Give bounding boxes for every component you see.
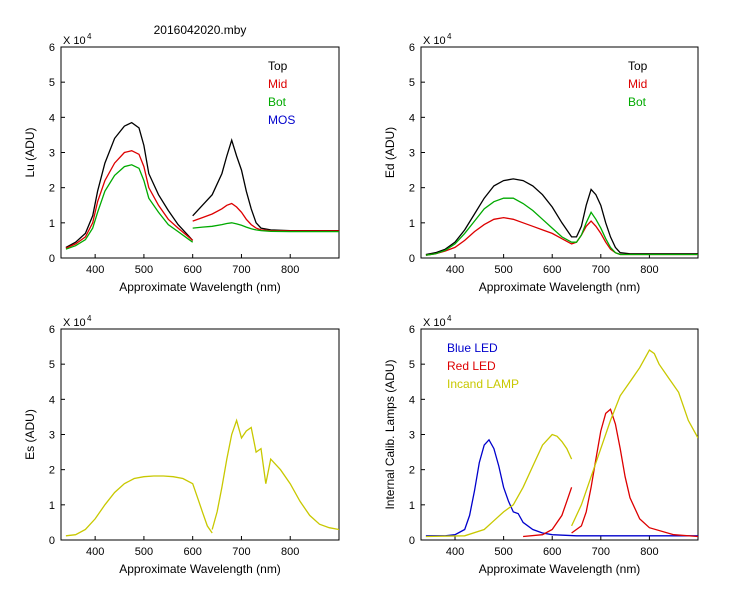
y-tick-label: 0 (409, 535, 415, 547)
y-tick-label: 2 (409, 465, 415, 477)
series-line-mid (192, 202, 339, 232)
y-tick-label: 1 (49, 218, 55, 230)
series-line-red-led (571, 408, 698, 538)
plot-frame (60, 46, 340, 259)
legend-entry-mid: Mid (268, 77, 287, 91)
y-multiplier: X 10 (423, 35, 446, 47)
y-axis-label: Es (ADU) (23, 409, 37, 460)
y-multiplier: X 10 (423, 317, 446, 329)
series-line-bot (192, 222, 339, 233)
x-tick-label: 500 (494, 546, 512, 558)
x-tick-label: 700 (232, 546, 250, 558)
y-tick-label: 2 (49, 465, 55, 477)
x-tick-label: 400 (86, 546, 104, 558)
series-line-incand-lamp (425, 433, 573, 538)
y-tick-label: 3 (409, 430, 415, 442)
series-line-top (65, 121, 194, 248)
y-tick-label: 6 (49, 42, 55, 54)
x-tick-label: 800 (281, 546, 299, 558)
legend-entry-top: Top (268, 59, 288, 73)
series-line-mid (65, 150, 194, 249)
series-line-incand-lamp (571, 349, 698, 527)
x-tick-label: 600 (543, 546, 561, 558)
x-tick-label: 600 (543, 264, 561, 276)
x-tick-label: 600 (184, 264, 202, 276)
y-tick-label: 3 (409, 148, 415, 160)
y-tick-label: 1 (409, 218, 415, 230)
x-tick-label: 700 (232, 264, 250, 276)
y-tick-label: 0 (409, 253, 415, 265)
legend-entry-bot: Bot (268, 95, 287, 109)
y-axis-label: Lu (ADU) (23, 127, 37, 177)
x-tick-label: 400 (446, 264, 464, 276)
x-tick-label: 800 (640, 546, 658, 558)
series-line-es (211, 418, 339, 531)
y-multiplier-exponent: 4 (447, 314, 452, 323)
y-tick-label: 6 (409, 42, 415, 54)
plot-frame (420, 46, 699, 259)
y-multiplier-exponent: 4 (87, 32, 92, 41)
y-multiplier-exponent: 4 (87, 314, 92, 323)
y-tick-label: 2 (409, 183, 415, 195)
y-tick-label: 4 (409, 394, 415, 406)
legend-entry-red-led: Red LED (447, 359, 496, 373)
x-tick-label: 600 (184, 546, 202, 558)
x-axis-label: Approximate Wavelength (nm) (119, 562, 281, 576)
x-tick-label: 700 (592, 264, 610, 276)
y-tick-label: 1 (409, 500, 415, 512)
y-multiplier: X 10 (63, 35, 86, 47)
y-tick-label: 6 (409, 324, 415, 336)
x-tick-label: 500 (135, 546, 153, 558)
y-tick-label: 0 (49, 535, 55, 547)
series-line-es (65, 475, 213, 537)
y-tick-label: 5 (409, 359, 415, 371)
y-axis-label: Internal Calib. Lamps (ADU) (383, 359, 397, 509)
legend-entry-top: Top (628, 59, 648, 73)
series-line-top (192, 138, 339, 232)
x-tick-label: 400 (86, 264, 104, 276)
legend-entry-mos: MOS (268, 113, 295, 127)
x-tick-label: 500 (494, 264, 512, 276)
x-axis-label: Approximate Wavelength (nm) (479, 280, 641, 294)
series-line-bot (65, 164, 194, 250)
y-tick-label: 5 (49, 77, 55, 89)
y-tick-label: 3 (49, 148, 55, 160)
y-tick-label: 5 (409, 77, 415, 89)
y-tick-label: 5 (49, 359, 55, 371)
x-tick-label: 500 (135, 264, 153, 276)
x-tick-label: 800 (640, 264, 658, 276)
legend-entry-mid: Mid (628, 77, 647, 91)
figure-title: 2016042020.mby (154, 23, 247, 37)
legend-entry-bot: Bot (628, 95, 647, 109)
x-axis-label: Approximate Wavelength (nm) (479, 562, 641, 576)
y-multiplier-exponent: 4 (447, 32, 452, 41)
x-tick-label: 800 (281, 264, 299, 276)
x-tick-label: 400 (446, 546, 464, 558)
y-tick-label: 4 (49, 112, 55, 124)
y-tick-label: 4 (49, 394, 55, 406)
x-tick-label: 700 (592, 546, 610, 558)
x-axis-label: Approximate Wavelength (nm) (119, 280, 281, 294)
series-line-blue-led (425, 438, 698, 537)
y-multiplier: X 10 (63, 317, 86, 329)
legend-entry-incand-lamp: Incand LAMP (447, 377, 519, 391)
y-axis-label: Ed (ADU) (383, 127, 397, 178)
series-line-top (425, 178, 698, 256)
series-line-red-led (523, 487, 573, 538)
y-tick-label: 2 (49, 183, 55, 195)
series-line-bot (425, 197, 698, 256)
y-tick-label: 3 (49, 430, 55, 442)
y-tick-label: 6 (49, 324, 55, 336)
y-tick-label: 1 (49, 500, 55, 512)
y-tick-label: 4 (409, 112, 415, 124)
legend-entry-blue-led: Blue LED (447, 341, 498, 355)
y-tick-label: 0 (49, 253, 55, 265)
